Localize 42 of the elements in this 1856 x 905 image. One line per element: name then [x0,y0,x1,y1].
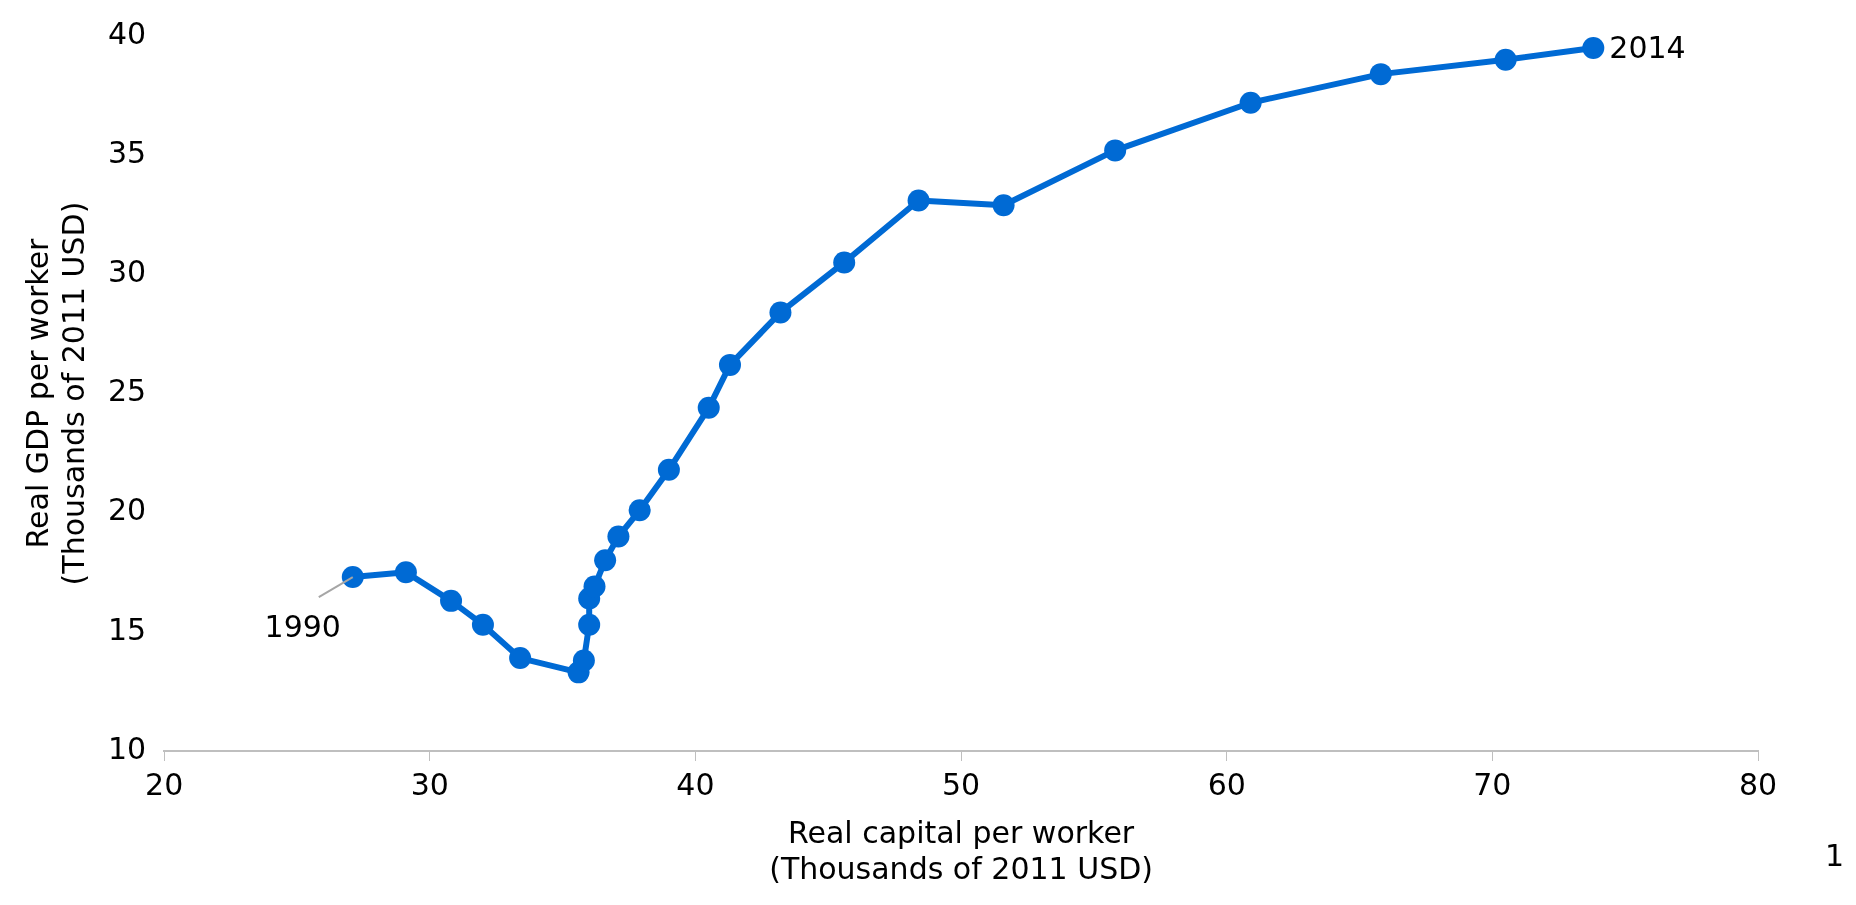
point [440,589,463,612]
y-tick-label: 25 [107,373,147,409]
point [1369,63,1392,86]
point [833,251,856,274]
point [1239,91,1262,114]
point [394,561,417,584]
point [583,575,606,598]
x-tick-label: 30 [410,766,449,802]
point [628,499,651,522]
point [594,549,617,572]
x-tick-label: 70 [1473,766,1512,802]
point [1104,139,1127,162]
point [697,396,720,419]
point [992,194,1015,217]
annotation: 2014 [1609,29,1686,65]
point [1494,48,1517,71]
x-tick-label: 80 [1738,766,1778,802]
point [341,566,364,589]
annotation: 1990 [264,608,341,644]
x-axis-title: Real capital per worker (Thousands of 2011 USD) [769,814,1153,886]
x-tick-label: 40 [676,766,715,802]
point [572,649,595,672]
point [907,189,930,212]
y-tick-label: 40 [107,15,147,51]
text: 1 [1824,838,1844,873]
y-tick-label: 30 [107,254,147,290]
point [578,613,601,636]
x-tick-label: 20 [145,766,184,802]
point [718,353,741,376]
y-tick-label: 20 [107,492,147,528]
point [607,525,630,548]
point [657,458,680,481]
point [1582,36,1605,59]
point [509,647,532,670]
point [471,613,494,636]
y-tick-label: 15 [107,611,147,647]
x-tick-label: 50 [941,766,981,802]
point [769,301,792,324]
y-tick-label: 10 [107,730,147,766]
y-axis-title: Real GDP per worker (Thousands of 2011 USD) [19,201,91,586]
x-tick-label: 60 [1207,766,1246,802]
y-tick-label: 35 [107,134,147,170]
